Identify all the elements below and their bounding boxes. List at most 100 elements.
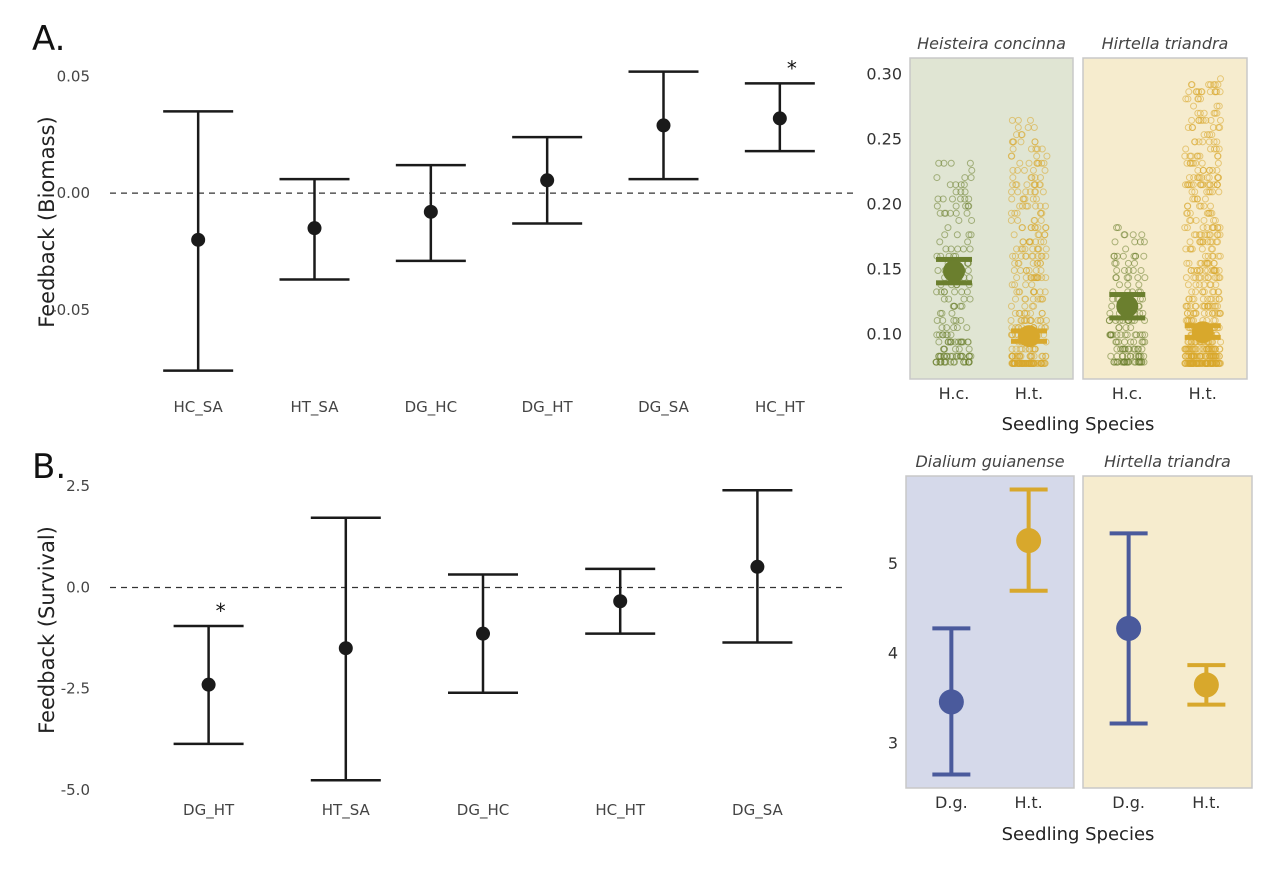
x-tick-label: D.g. (935, 793, 968, 812)
data-point (1113, 352, 1121, 360)
data-point (952, 188, 960, 196)
data-point (1011, 252, 1019, 260)
data-point (1117, 331, 1125, 339)
data-point (968, 166, 976, 174)
data-point (967, 231, 975, 239)
data-point (1188, 245, 1196, 253)
panel-a-ylabel: Feedback (Biomass) (35, 116, 59, 327)
data-point (1210, 138, 1218, 146)
data-point (1208, 131, 1216, 139)
data-point (1034, 224, 1042, 232)
data-point (1199, 295, 1207, 303)
data-point (1113, 266, 1121, 274)
x-tick-label: H.t. (1015, 384, 1043, 403)
data-point (1042, 252, 1050, 260)
data-point (1034, 317, 1042, 325)
y-tick-label: -5.0 (61, 781, 90, 799)
data-point (943, 324, 951, 332)
data-point (960, 245, 968, 253)
data-point (1200, 288, 1208, 296)
data-point (1213, 166, 1221, 174)
data-point (1009, 352, 1017, 360)
data-point (1043, 152, 1051, 160)
data-point (1197, 274, 1205, 282)
data-point (1194, 152, 1202, 160)
data-point (1182, 145, 1190, 153)
data-point (1208, 359, 1216, 367)
data-point (1134, 274, 1142, 282)
data-point (1031, 188, 1039, 196)
data-point (951, 338, 959, 346)
data-point (948, 195, 956, 203)
data-point (939, 317, 947, 325)
data-point (1136, 331, 1144, 339)
data-point (1200, 202, 1208, 210)
data-point (1123, 358, 1131, 366)
data-point (1025, 359, 1033, 367)
data-point (1111, 259, 1119, 267)
data-point (1008, 116, 1016, 124)
data-point (943, 331, 951, 339)
data-point (1215, 274, 1223, 282)
data-point (1211, 216, 1219, 224)
data-point (1038, 252, 1046, 260)
data-point (1205, 81, 1213, 89)
data-point (1185, 174, 1193, 182)
data-point (1125, 274, 1133, 282)
data-point (1188, 159, 1196, 167)
data-point (952, 209, 960, 217)
data-point (1196, 109, 1204, 117)
y-tick-label: 2.5 (66, 477, 90, 495)
y-tick-label: 5 (888, 554, 898, 573)
data-point (1212, 238, 1220, 246)
data-point (962, 202, 970, 210)
data-point (1108, 302, 1116, 310)
data-point (1042, 352, 1050, 360)
data-point (1121, 338, 1129, 346)
data-point (1131, 331, 1139, 339)
data-point (1190, 359, 1198, 367)
data-point (1207, 81, 1215, 89)
data-point (1008, 281, 1016, 289)
mean-point (423, 204, 438, 219)
data-point (1191, 188, 1199, 196)
data-point (1184, 281, 1192, 289)
data-point (1206, 295, 1214, 303)
data-point (1110, 252, 1118, 260)
data-point (1023, 181, 1031, 189)
data-point (1207, 116, 1215, 124)
data-point (1032, 195, 1040, 203)
data-point (940, 288, 948, 296)
data-point (1025, 238, 1033, 246)
data-point (939, 195, 947, 203)
data-point (1013, 131, 1021, 139)
mean-point (938, 689, 964, 715)
mean-point (1017, 325, 1040, 348)
data-point (1195, 138, 1203, 146)
data-point (1208, 209, 1216, 217)
data-point (1138, 231, 1146, 239)
data-point (960, 295, 968, 303)
data-point (1029, 195, 1037, 203)
data-point (955, 216, 963, 224)
data-point (1200, 109, 1208, 117)
data-point (933, 331, 941, 339)
data-point (1122, 324, 1130, 332)
data-point (1011, 259, 1019, 267)
data-point (1016, 288, 1024, 296)
data-point (1032, 266, 1040, 274)
data-point (954, 352, 962, 360)
x-tick-label: DG_SA (732, 801, 783, 820)
data-point (1199, 302, 1207, 310)
data-point (1186, 238, 1194, 246)
data-point (936, 352, 944, 360)
data-point (1185, 345, 1193, 353)
data-point (1010, 359, 1018, 367)
data-point (1022, 274, 1030, 282)
data-point (1008, 188, 1016, 196)
data-point (1215, 102, 1223, 110)
data-point (949, 302, 957, 310)
data-point (1190, 231, 1198, 239)
data-point (1192, 274, 1200, 282)
